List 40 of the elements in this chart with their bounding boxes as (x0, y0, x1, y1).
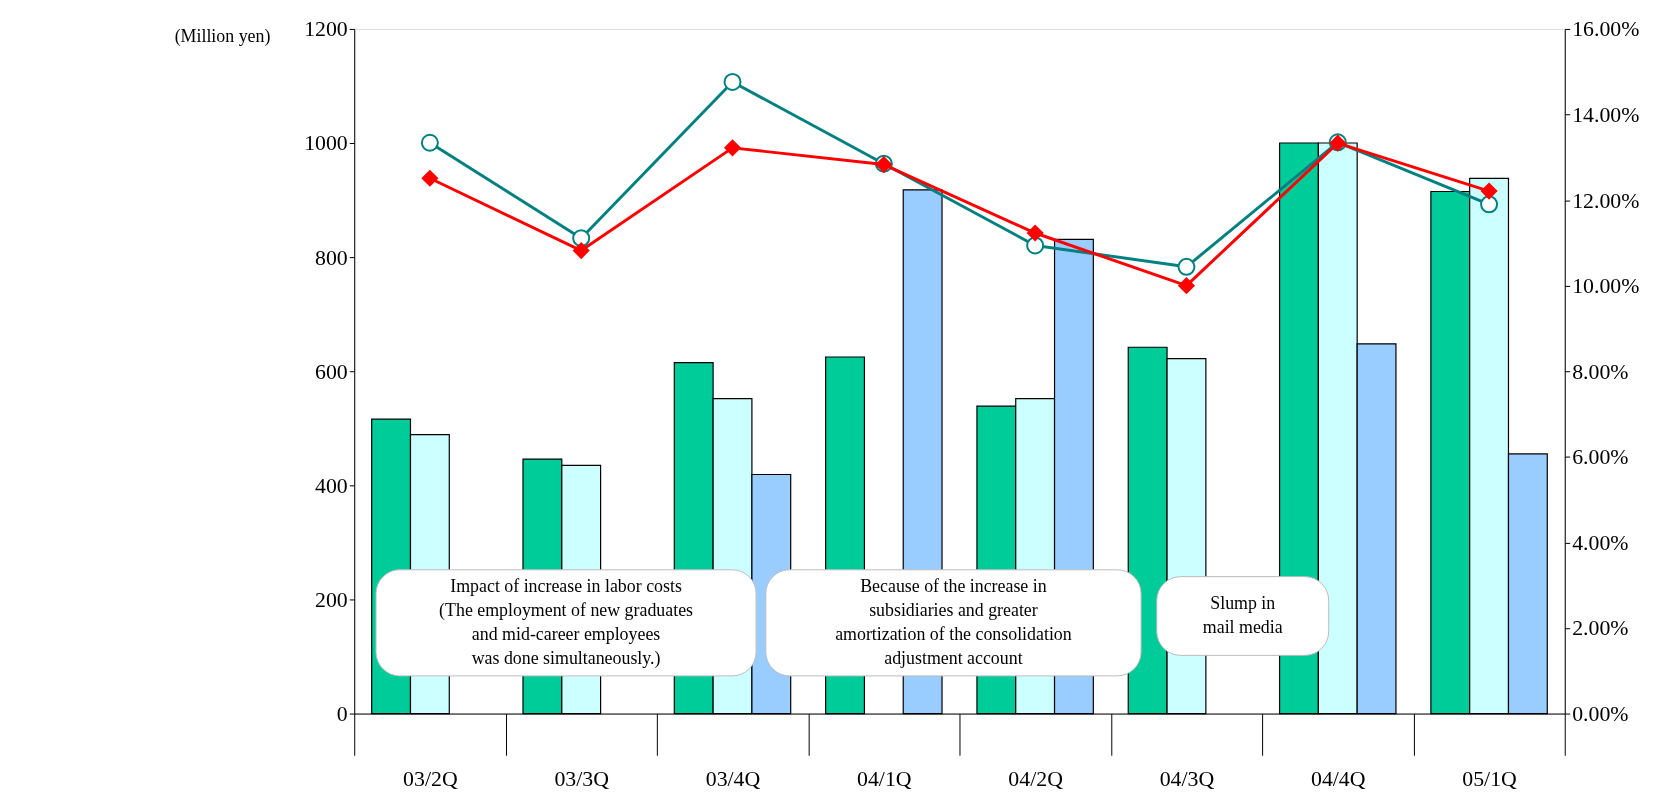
y2-tick-label: 4.00% (1572, 530, 1629, 555)
point (1177, 257, 1196, 276)
x-tick-label: 03/3Q (554, 767, 610, 792)
y2-tick-label: 6.00% (1572, 445, 1629, 470)
x-tick-label: 04/3Q (1159, 767, 1215, 792)
x-tick-label: 04/2Q (1008, 767, 1064, 792)
y2-tick-label: 2.00% (1572, 616, 1629, 641)
point (420, 133, 439, 152)
point (572, 241, 590, 260)
x-tick-label: 05/1Q (1462, 767, 1518, 792)
point (1480, 182, 1498, 200)
y-tick-label: 0 (336, 702, 348, 726)
point (572, 229, 591, 248)
y2-tick-label: 14.00% (1572, 102, 1640, 127)
x-tick-label: 03/4Q (705, 767, 761, 792)
point (1026, 236, 1045, 255)
y2-tick-label: 16.00% (1572, 17, 1640, 42)
annotation: Impact of increase in labor costs (The employment of new graduates and mid-career employees was done simultaneously.) (439, 576, 694, 669)
x-tick-label: 04/1Q (857, 767, 912, 792)
y2-tick-label: 0.00% (1572, 702, 1629, 726)
point (421, 169, 439, 187)
annotation: Slump in mail media (1202, 593, 1283, 637)
point (723, 73, 742, 91)
y-tick-label: 400 (315, 473, 348, 498)
y-tick-label: 1200 (304, 17, 348, 42)
y-tick-label: 600 (315, 359, 348, 384)
y-axis-title: (Million yen) (174, 26, 271, 48)
y2-tick-label: 10.00% (1572, 274, 1640, 299)
point (1026, 224, 1044, 242)
y2-tick-label: 8.00% (1572, 359, 1629, 384)
annotation: Because of the increase in subsidiaries and greater amortization of the consolidation adjustment account (835, 576, 1072, 668)
y-tick-label: 200 (315, 587, 348, 612)
y-tick-label: 1000 (304, 131, 348, 156)
point (1480, 195, 1499, 214)
x-tick-label: 04/4Q (1311, 767, 1366, 792)
point (723, 139, 742, 157)
x-tick-label: 03/2Q (403, 767, 458, 792)
y-tick-label: 800 (315, 245, 348, 270)
point (1177, 277, 1196, 295)
y2-tick-label: 12.00% (1572, 188, 1640, 213)
